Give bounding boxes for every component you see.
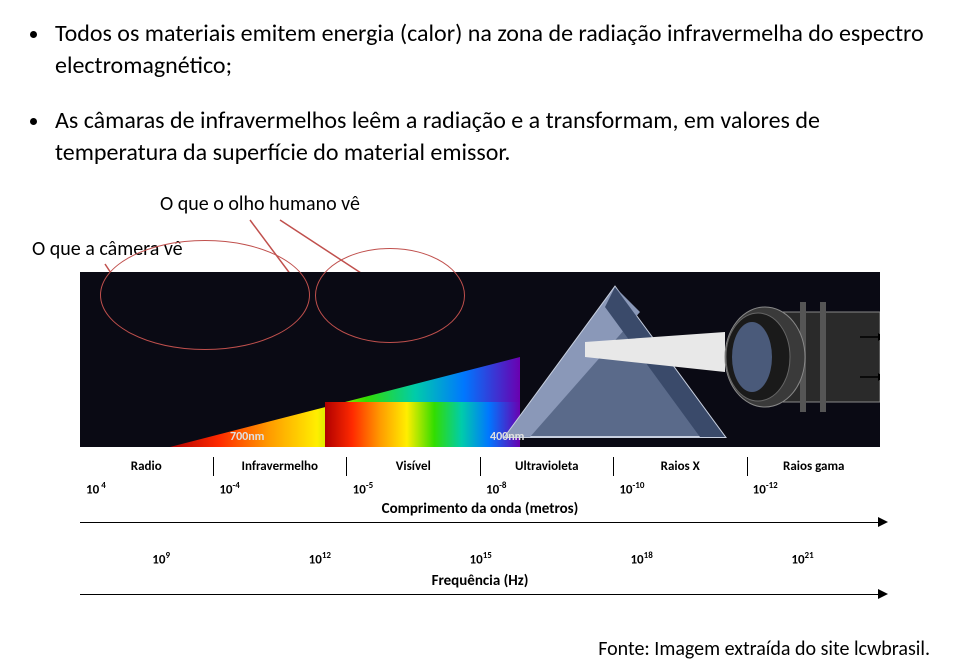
bullet-2-text: As câmaras de infravermelhos leêm a radi… bbox=[55, 105, 930, 170]
comp-0: 10 4 bbox=[80, 480, 213, 497]
frequency-axis-line bbox=[80, 594, 880, 595]
freq-4: 1021 bbox=[785, 550, 813, 567]
spectrum-beam bbox=[170, 357, 520, 447]
comp-2: 10-5 bbox=[347, 480, 480, 497]
band-visible: Visível bbox=[346, 457, 480, 476]
wavelength-axis-line bbox=[80, 522, 880, 523]
eye-range-ellipse bbox=[315, 248, 465, 343]
frequency-values: 109 1012 1015 1018 1021 bbox=[80, 550, 880, 567]
arrow-icon bbox=[878, 589, 888, 599]
light-beam-icon bbox=[585, 322, 725, 382]
arrow-icon bbox=[878, 517, 888, 527]
comp-4: 10-10 bbox=[613, 480, 746, 497]
freq-2: 1015 bbox=[464, 550, 492, 567]
freq-1: 1012 bbox=[303, 550, 331, 567]
band-ir: Infravermelho bbox=[213, 457, 347, 476]
freq-0: 109 bbox=[146, 550, 170, 567]
wavelength-values: 10 4 10-4 10-5 10-8 10-10 10-12 bbox=[80, 480, 880, 497]
source-caption: Fonte: Imagem extraída do site lcwbrasil… bbox=[598, 637, 930, 661]
camera-range-ellipse bbox=[100, 240, 310, 350]
wavelength-700: 700nm bbox=[230, 430, 264, 444]
comp-5: 10-12 bbox=[747, 480, 880, 497]
bullet-1-text: Todos os materiais emitem energia (calor… bbox=[55, 18, 930, 83]
band-labels: Radio Infravermelho Visível Ultravioleta… bbox=[80, 457, 880, 476]
comp-1: 10-4 bbox=[213, 480, 346, 497]
band-uv: Ultravioleta bbox=[480, 457, 614, 476]
frequency-title: Frequência (Hz) bbox=[80, 572, 880, 590]
bullet-dot bbox=[30, 118, 37, 125]
wavelength-400: 400nm bbox=[490, 430, 524, 444]
band-radio: Radio bbox=[80, 457, 213, 476]
wavelength-title: Comprimento da onda (metros) bbox=[80, 500, 880, 518]
bullet-dot bbox=[30, 31, 37, 38]
comp-3: 10-8 bbox=[480, 480, 613, 497]
band-gamma: Raios gama bbox=[747, 457, 881, 476]
lens-icon bbox=[710, 302, 880, 412]
band-xray: Raios X bbox=[613, 457, 747, 476]
freq-3: 1018 bbox=[624, 550, 652, 567]
